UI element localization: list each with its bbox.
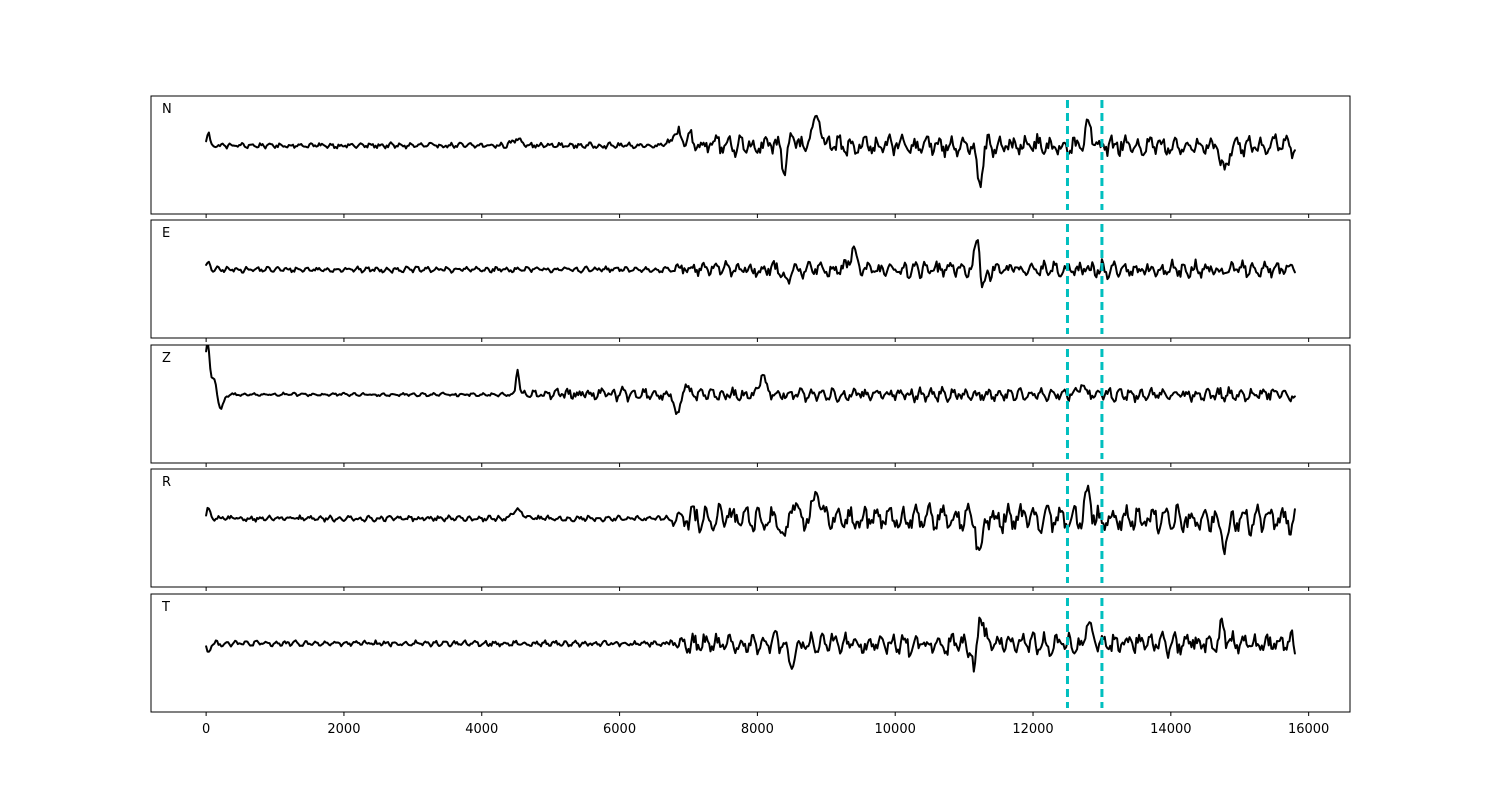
trace-e xyxy=(205,239,1296,289)
x-tick-label: 4000 xyxy=(465,722,498,737)
trace-n xyxy=(205,114,1296,189)
panel-label-r: R xyxy=(162,475,171,490)
panel-frame xyxy=(150,468,1351,588)
x-tick-label: 10000 xyxy=(875,722,916,737)
trace-r xyxy=(205,484,1296,556)
panel-label-t: T xyxy=(161,600,170,615)
trace-t xyxy=(205,616,1296,673)
panel-r: R xyxy=(150,468,1351,591)
panel-frame xyxy=(150,593,1351,713)
x-tick-label: 14000 xyxy=(1150,722,1191,737)
x-tick-label: 8000 xyxy=(741,722,774,737)
panel-label-e: E xyxy=(162,226,170,241)
x-tick-label: 6000 xyxy=(603,722,636,737)
panel-frame xyxy=(150,95,1351,215)
panel-z: Z xyxy=(150,344,1351,467)
panel-label-n: N xyxy=(162,102,172,117)
x-tick-label: 2000 xyxy=(327,722,360,737)
panel-frame xyxy=(150,219,1351,339)
panel-t: T xyxy=(150,593,1351,716)
panel-e: E xyxy=(150,219,1351,342)
trace-z xyxy=(205,345,1296,415)
panel-label-z: Z xyxy=(162,351,171,366)
x-tick-label: 16000 xyxy=(1288,722,1329,737)
panel-n: N xyxy=(150,95,1351,218)
x-tick-label: 0 xyxy=(202,722,210,737)
panel-frame xyxy=(150,344,1351,464)
x-tick-label: 12000 xyxy=(1012,722,1053,737)
